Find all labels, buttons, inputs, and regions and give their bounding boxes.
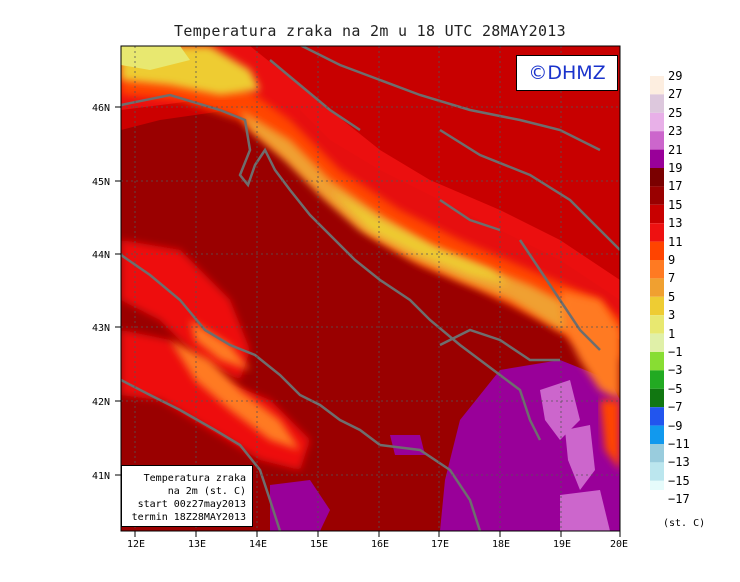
lat-label: 42N xyxy=(92,397,110,408)
lat-label: 41N xyxy=(92,471,110,482)
colorbar-units: (st. C) xyxy=(663,518,706,529)
colorbar-label: 5 xyxy=(668,289,676,304)
lat-label: 44N xyxy=(92,250,110,261)
lon-label: 19E xyxy=(553,539,571,550)
lat-label: 46N xyxy=(92,103,110,114)
map-title: Temperatura zraka na 2m u 18 UTC 28MAY20… xyxy=(174,22,566,40)
info-line: na 2m (st. C) xyxy=(167,486,246,497)
colorbar-label: 19 xyxy=(668,161,683,175)
colorbar-swatch xyxy=(650,333,664,352)
colorbar-label: 3 xyxy=(668,308,676,323)
map-frame xyxy=(120,45,621,532)
colorbar-swatch xyxy=(650,407,664,426)
colorbar-swatch xyxy=(650,352,664,371)
colorbar-label: 21 xyxy=(668,142,683,157)
colorbar-label: −3 xyxy=(668,363,683,378)
colorbar-swatch xyxy=(650,241,664,260)
colorbar-label: −11 xyxy=(668,437,690,451)
colorbar-swatch xyxy=(650,223,664,242)
lon-label: 14E xyxy=(249,539,267,550)
colorbar-swatch xyxy=(650,480,664,490)
lon-label: 16E xyxy=(371,539,389,550)
colorbar-label: 15 xyxy=(668,197,683,212)
axis-ticks xyxy=(115,106,621,537)
info-line: start 00z27may2013 xyxy=(137,499,246,510)
colorbar-label: 25 xyxy=(668,105,683,120)
colorbar-swatch xyxy=(650,204,664,224)
colorbar-label: 29 xyxy=(668,69,683,83)
colorbar-label: −15 xyxy=(668,473,690,488)
colorbar-label: −5 xyxy=(668,381,683,396)
temperature-field xyxy=(121,46,620,531)
lon-label: 20E xyxy=(610,539,628,550)
colorbar-swatch xyxy=(650,149,664,168)
coastlines xyxy=(121,46,620,531)
colorbar-label: −7 xyxy=(668,400,683,415)
colorbar-swatch xyxy=(650,186,664,205)
info-line: Temperatura zraka xyxy=(143,473,246,484)
colorbar-label: 13 xyxy=(668,216,683,231)
colorbar-swatch xyxy=(650,315,664,334)
lat-label: 45N xyxy=(92,177,110,188)
colorbar-label: 9 xyxy=(668,253,676,267)
colorbar-label: 7 xyxy=(668,271,676,286)
lon-label: 13E xyxy=(188,539,206,550)
colorbar-swatch xyxy=(650,76,664,95)
colorbar-swatch xyxy=(650,112,664,132)
info-box: Temperatura zraka na 2m (st. C) start 00… xyxy=(121,465,253,527)
colorbar xyxy=(650,76,664,490)
colorbar-label: −13 xyxy=(668,455,690,470)
lat-label: 43N xyxy=(92,323,110,334)
colorbar-swatch xyxy=(650,388,664,408)
colorbar-swatch xyxy=(650,94,664,113)
colorbar-label: 17 xyxy=(668,179,683,194)
lon-label: 18E xyxy=(492,539,510,550)
colorbar-label: −17 xyxy=(668,492,690,507)
dhmz-logo: ©DHMZ xyxy=(516,55,618,91)
info-line: termin 18Z28MAY2013 xyxy=(131,512,246,523)
colorbar-label: 27 xyxy=(668,87,683,102)
colorbar-swatch xyxy=(650,462,664,481)
colorbar-label: −9 xyxy=(668,418,683,433)
colorbar-swatch xyxy=(650,370,664,389)
colorbar-swatch xyxy=(650,425,664,444)
lon-label: 17E xyxy=(431,539,449,550)
colorbar-swatch xyxy=(650,131,664,150)
colorbar-swatch xyxy=(650,296,664,316)
colorbar-swatch xyxy=(650,278,664,297)
colorbar-label: −1 xyxy=(668,345,683,359)
colorbar-swatch xyxy=(650,260,664,279)
graticule xyxy=(121,46,620,531)
colorbar-label: 23 xyxy=(668,124,683,139)
colorbar-swatch xyxy=(650,444,664,463)
lon-label: 15E xyxy=(310,539,328,550)
lon-label: 12E xyxy=(127,539,145,550)
colorbar-swatch xyxy=(650,168,664,187)
colorbar-label: 11 xyxy=(668,234,683,249)
colorbar-label: 1 xyxy=(668,326,676,341)
